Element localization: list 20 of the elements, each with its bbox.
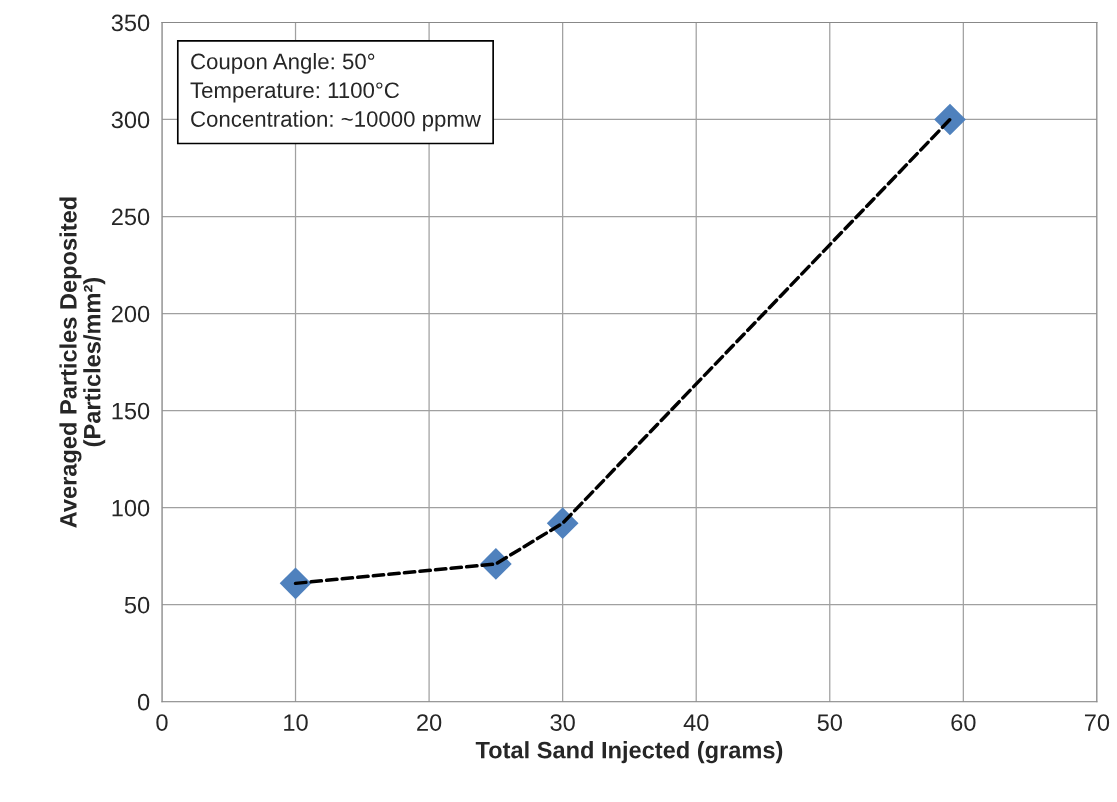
x-tick-label: 20 [417, 714, 442, 731]
y-tick-label: 50 [124, 596, 150, 614]
y-axis-title: Averaged Particles Deposited (Particles/mm²) [59, 197, 106, 528]
y-tick-label: 250 [111, 208, 150, 226]
y-tick-label: 200 [111, 305, 150, 323]
x-tick-label: 10 [284, 714, 308, 731]
y-tick-label: 0 [137, 693, 150, 711]
x-tick-label: 30 [550, 714, 575, 731]
y-tick-label: 350 [111, 14, 150, 32]
x-axis-title: Total Sand Injected (grams) [475, 741, 783, 764]
y-tick-label: 150 [112, 402, 150, 420]
x-tick-label: 70 [1084, 714, 1110, 731]
x-tick-label: 0 [156, 714, 168, 731]
y-tick-label: 300 [111, 111, 150, 129]
point [934, 103, 966, 136]
x-tick-label: 50 [817, 714, 842, 731]
x-tick-label: 60 [951, 714, 976, 731]
y-tick-label: 100 [112, 499, 150, 517]
x-tick-label: 40 [683, 714, 709, 731]
annotation: Coupon Angle: 50° Temperature: 1100°C Concentration: ~10000 ppmw [190, 53, 481, 132]
